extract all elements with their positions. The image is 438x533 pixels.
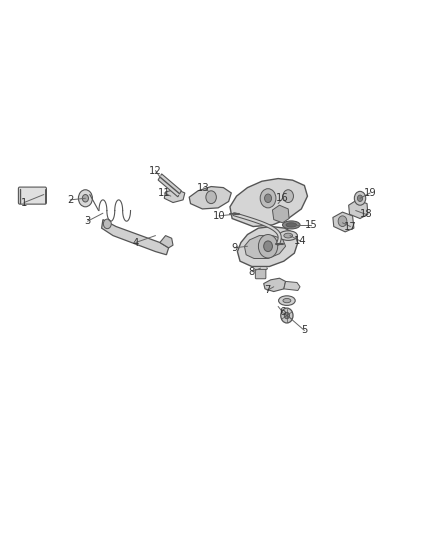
Text: 4: 4 (133, 238, 139, 247)
FancyBboxPatch shape (18, 187, 46, 204)
Ellipse shape (284, 233, 293, 238)
Polygon shape (164, 189, 185, 203)
Circle shape (103, 219, 111, 229)
Circle shape (260, 189, 276, 208)
Circle shape (283, 190, 293, 203)
Text: 16: 16 (276, 193, 289, 203)
Text: 13: 13 (198, 183, 210, 192)
Text: 10: 10 (213, 211, 225, 221)
Polygon shape (349, 200, 368, 219)
Circle shape (281, 308, 293, 323)
Text: 8: 8 (249, 267, 255, 277)
Text: 14: 14 (294, 236, 306, 246)
FancyBboxPatch shape (255, 267, 266, 279)
Polygon shape (244, 236, 286, 259)
Text: 3: 3 (85, 216, 91, 226)
Polygon shape (160, 236, 173, 248)
Ellipse shape (283, 221, 300, 229)
Circle shape (206, 191, 216, 204)
Circle shape (354, 191, 366, 205)
Polygon shape (264, 278, 286, 292)
Circle shape (78, 190, 92, 207)
Text: 17: 17 (344, 222, 357, 231)
Polygon shape (158, 174, 181, 197)
Ellipse shape (283, 298, 291, 303)
Circle shape (258, 235, 278, 258)
Ellipse shape (279, 296, 295, 305)
Text: 18: 18 (360, 209, 372, 219)
Polygon shape (237, 227, 298, 266)
Text: 12: 12 (149, 166, 162, 175)
Text: 6: 6 (279, 307, 286, 317)
Text: 15: 15 (304, 220, 318, 230)
Polygon shape (230, 179, 307, 227)
Text: 2: 2 (67, 195, 73, 205)
Circle shape (338, 216, 347, 227)
Polygon shape (189, 187, 231, 209)
Polygon shape (333, 212, 354, 232)
Ellipse shape (279, 231, 297, 240)
Circle shape (82, 195, 88, 202)
Circle shape (284, 312, 290, 319)
Circle shape (265, 194, 272, 203)
Circle shape (264, 241, 272, 252)
Text: 9: 9 (231, 243, 237, 253)
Text: 7: 7 (264, 286, 270, 295)
Text: 5: 5 (301, 326, 307, 335)
Text: 11: 11 (158, 188, 171, 198)
Text: 1: 1 (21, 198, 27, 207)
Polygon shape (102, 220, 169, 255)
Text: 19: 19 (364, 188, 377, 198)
Polygon shape (272, 205, 289, 223)
Circle shape (357, 195, 363, 201)
Ellipse shape (286, 223, 297, 227)
Polygon shape (284, 281, 300, 290)
